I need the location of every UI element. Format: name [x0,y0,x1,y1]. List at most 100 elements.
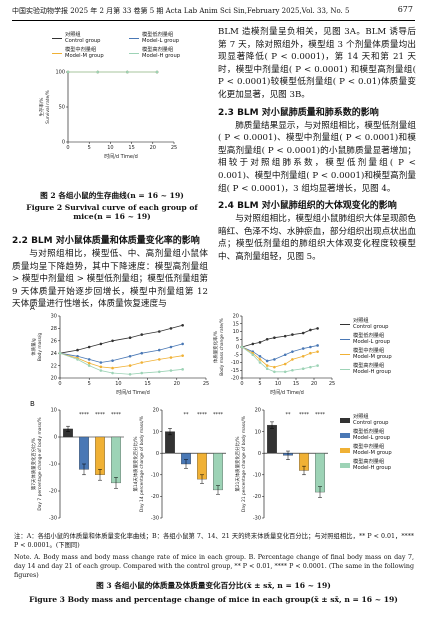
y-tick-label: 0 [54,435,57,441]
y-tick-label: 10 [51,408,57,414]
y-tick-label: 30 [51,314,57,320]
paragraph: 与对照组相比，模型组小鼠肺组织大体呈现颜色暗红、色泽不均、水肿瘀血，部分组织出现… [218,214,416,262]
data-point [265,359,269,363]
survival-chart: 0 50 100 生存率/% Survival rate/% 0 5 10 15 20 25 时间/d… [38,70,177,160]
data-point [181,368,184,371]
data-point [157,370,161,374]
data-point [157,358,161,361]
figure3-b-legend: 对照组 Control group 模型低剂量组 Model-L group 模型中剂量… [340,414,422,474]
error-bar [302,465,306,476]
y-tick-label: 26 [51,339,57,345]
paragraph: 与对照组相比，模型低、中、高剂量组小鼠体质量均呈下降趋势，其中下降速度：模型高剂… [12,249,208,310]
body-mass-chart: 20 22 24 26 28 30 体质量/g Body mass/g 0 5 10 15 20 25 时间… [30,314,209,396]
legend-text: 模型中剂量组 Model-M group [65,47,104,59]
day21-bar-chart: -30 -20 -10 0 10 20 第21天体质量变化百分比/% Day 21 perce… [234,408,328,522]
data-point [181,342,184,346]
y-axis-label: 第14天体质量变化百分比/% [132,436,139,491]
data-point [157,330,161,333]
y-axis-label: 第21天体质量变化百分比/% [234,436,241,491]
data-point [111,371,114,375]
legend-label-en: Model-M group [65,53,104,59]
data-point [87,361,91,365]
legend-label-cn: 对照组 [353,414,369,420]
bar [111,436,121,484]
header-rule [12,20,415,21]
y-axis-label: Day 14 percentage change of body mass/% [139,416,145,512]
series-line [59,352,183,369]
data-point [301,355,305,358]
x-tick-label: 5 [88,381,91,387]
legend-swatch [129,52,139,54]
legend-label-en: Model-L group [353,435,391,441]
page-number: 677 [397,5,413,14]
data-point [283,370,287,374]
x-tick-label: 15 [144,381,150,387]
y-tick-label: 20 [51,376,57,382]
significance: **** [197,412,208,418]
data-point [96,70,99,74]
y-tick-label: -15 [231,368,239,374]
series-line [59,343,183,363]
data-point [301,331,305,335]
y-axis-label: 体质量变化率/% [212,331,219,363]
y-tick-label: -10 [151,473,159,479]
legend-text: 模型高剂量组 Model-H group [142,47,180,59]
series-line [241,345,318,362]
figure3-caption-en: Figure 3 Body mass and percentage change… [29,595,398,604]
legend-item: 模型低剂量组 Model-L group [340,429,422,441]
x-axis-label: 时间/d Time/d [104,153,138,160]
legend-label-en: Model-H group [142,53,181,59]
legend-text: 模型低剂量组 Model-L group [142,32,179,44]
data-point [258,361,262,364]
error-bar [200,474,204,484]
legend-item: 模型中剂量组 Model-M group [52,47,125,59]
data-point [283,362,287,366]
legend-swatch [340,417,350,423]
legend-label-cn: 模型中剂量组 [353,348,385,354]
legend-item: 模型高剂量组 Model-H group [340,363,422,375]
legend-label-en: Model-L group [142,38,180,44]
legend-text: 模型中剂量组 Model-M group [353,348,392,360]
data-point [128,372,132,376]
legend-text: 对照组 Control group [353,414,388,426]
legend-item: 模型中剂量组 Model-M group [340,444,422,456]
x-tick-label: 0 [240,381,243,387]
legend-swatch [129,37,139,39]
data-point [87,358,91,361]
legend-item: 模型低剂量组 Model-L group [340,333,422,345]
legend-label-cn: 对照组 [65,32,81,38]
data-point [258,358,262,361]
legend-label-cn: 模型中剂量组 [65,47,97,53]
y-tick-label: 22 [51,363,57,369]
error-bar [216,485,220,495]
significance: **** [79,412,90,418]
x-tick-label: 15 [293,381,299,387]
bar [95,436,105,475]
data-point [291,350,294,353]
data-point [316,350,319,353]
y-axis-label: Survival rate/% [45,90,51,124]
legend-text: 模型高剂量组 Model-H group [353,363,391,375]
data-point [66,70,70,74]
y-tick-label: 0 [62,140,65,146]
panel-label: A [30,304,35,312]
data-point [291,368,294,372]
data-point [169,345,173,349]
data-point [99,369,103,372]
data-point [240,345,244,349]
data-point [265,337,269,341]
series-line [241,346,318,373]
data-point [301,367,305,370]
y-tick-label: 28 [51,326,57,332]
y-tick-label: 0 [156,451,159,457]
y-axis-label: 体质量/g [30,338,37,356]
data-point [111,339,114,343]
data-point [128,355,132,358]
section-heading: 2.3 BLM 对小鼠肺质量和肺系数的影响 [218,107,379,118]
y-tick-label: 20 [233,314,239,320]
y-tick-label: 10 [233,329,239,335]
data-point [140,371,144,375]
error-bar [318,486,322,498]
legend-swatch [340,432,350,438]
